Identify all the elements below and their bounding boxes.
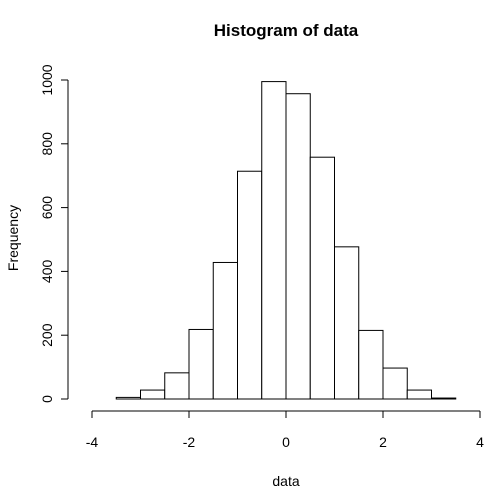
y-axis-label: Frequency bbox=[5, 205, 21, 271]
x-axis: -4 -2 0 2 4 bbox=[86, 410, 484, 450]
y-tick-label: 1000 bbox=[39, 64, 55, 95]
histogram-bar bbox=[334, 246, 360, 400]
y-axis: 0 200 400 600 800 1000 bbox=[39, 64, 69, 403]
histogram-bar bbox=[164, 372, 190, 400]
x-tick-label: 4 bbox=[476, 434, 484, 450]
x-tick-label: 2 bbox=[379, 434, 387, 450]
y-tick-label: 0 bbox=[39, 395, 55, 403]
histogram-bar bbox=[237, 170, 263, 400]
chart-title: Histogram of data bbox=[214, 21, 359, 40]
histogram-bar bbox=[285, 93, 311, 400]
histogram-bar bbox=[188, 328, 214, 400]
x-tick-label: -4 bbox=[86, 434, 99, 450]
x-tick-label: 0 bbox=[282, 434, 290, 450]
histogram-bar bbox=[212, 261, 238, 400]
histogram-bar bbox=[140, 389, 166, 400]
y-tick-label: 200 bbox=[39, 323, 55, 347]
y-tick-label: 400 bbox=[39, 260, 55, 284]
histogram-bar bbox=[382, 367, 408, 400]
bars-group bbox=[115, 81, 457, 400]
y-tick-label: 600 bbox=[39, 196, 55, 220]
histogram-bar bbox=[115, 396, 141, 400]
y-tick-label: 800 bbox=[39, 132, 55, 156]
histogram-bar bbox=[261, 81, 287, 400]
histogram-bar bbox=[309, 156, 335, 400]
histogram-bar bbox=[431, 397, 457, 400]
histogram-bar bbox=[406, 389, 432, 400]
x-tick-label: -2 bbox=[183, 434, 196, 450]
x-axis-label: data bbox=[272, 473, 299, 489]
histogram-bar bbox=[358, 329, 384, 400]
